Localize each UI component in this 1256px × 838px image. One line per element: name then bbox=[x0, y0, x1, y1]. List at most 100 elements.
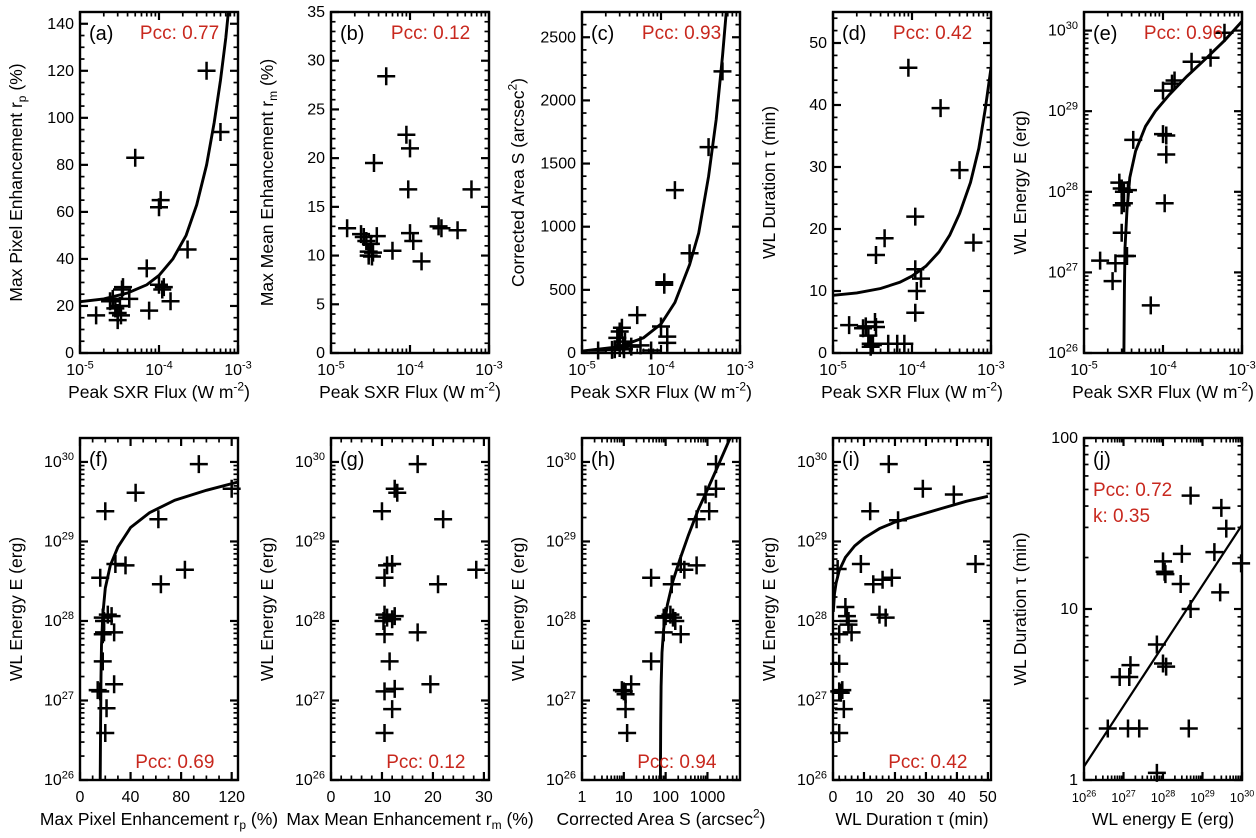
pcc-annotation: Pcc: 0.77 bbox=[140, 23, 219, 44]
axis-ticks bbox=[329, 10, 491, 355]
x-tick-label: 10-3 bbox=[475, 359, 503, 379]
y-tick-label: 40 bbox=[809, 97, 827, 114]
pcc-annotation: Pcc: 0.93 bbox=[642, 23, 721, 44]
data-point bbox=[1154, 654, 1172, 673]
x-tick-label: 10 bbox=[855, 789, 873, 806]
data-point bbox=[1215, 23, 1234, 42]
data-point bbox=[462, 180, 481, 199]
data-point bbox=[1163, 74, 1182, 93]
y-tick-label: 35 bbox=[307, 4, 325, 21]
panel-label: (f) bbox=[89, 449, 108, 471]
x-tick-label: 10-3 bbox=[1228, 359, 1256, 379]
y-tick-label: 1 bbox=[1069, 772, 1078, 789]
data-point bbox=[91, 568, 110, 587]
data-point bbox=[1182, 52, 1201, 71]
data-point bbox=[105, 675, 124, 694]
data-point bbox=[658, 333, 677, 352]
data-point bbox=[654, 623, 673, 642]
y-axis-title: WL Energy E (erg) bbox=[1010, 110, 1030, 254]
data-points bbox=[87, 61, 230, 330]
fit-curve bbox=[80, 12, 230, 304]
data-point bbox=[840, 316, 859, 335]
data-point bbox=[828, 560, 847, 579]
data-point bbox=[652, 317, 670, 336]
y-tick-label: 20 bbox=[809, 221, 827, 238]
plot-f: 0 40 80 120 1026 1027 1028 1029 1030 Max Pixel En… bbox=[6, 436, 278, 832]
y-tick-label: 15 bbox=[307, 199, 325, 216]
x-tick-label: 1027 bbox=[1111, 789, 1135, 805]
data-point bbox=[944, 485, 963, 504]
y-tick-label: 1029 bbox=[546, 531, 576, 551]
y-tick-label: 1026 bbox=[44, 769, 74, 789]
pcc-annotation: Pcc: 0.72 bbox=[1093, 480, 1172, 501]
data-point bbox=[383, 241, 402, 260]
data-point bbox=[1112, 196, 1131, 215]
y-tick-label: 1027 bbox=[295, 690, 325, 710]
data-point bbox=[1154, 81, 1172, 100]
y-tick-label: 1030 bbox=[546, 451, 576, 471]
data-point bbox=[1098, 719, 1117, 738]
data-points bbox=[840, 58, 983, 356]
data-point bbox=[642, 652, 661, 671]
data-point bbox=[401, 139, 419, 158]
y-tick-label: 50 bbox=[809, 35, 827, 52]
data-point bbox=[87, 306, 106, 325]
data-point bbox=[197, 61, 216, 80]
pcc-annotation: Pcc: 0.42 bbox=[888, 752, 967, 773]
data-point bbox=[851, 555, 870, 574]
data-point bbox=[154, 278, 173, 297]
data-point bbox=[1205, 543, 1224, 562]
data-point bbox=[140, 301, 159, 320]
axis-box bbox=[329, 10, 491, 355]
plot-c: 10-5 10-4 10-3 0 500 1000 1500 2000 2500 Peak SXR… bbox=[506, 10, 754, 402]
y-tick-label: 30 bbox=[809, 159, 827, 176]
data-point bbox=[338, 219, 357, 238]
data-point bbox=[385, 679, 404, 698]
data-point bbox=[1117, 246, 1136, 265]
y-tick-label: 1026 bbox=[546, 769, 576, 789]
data-point bbox=[680, 244, 699, 263]
x-tick-label: 20 bbox=[886, 789, 904, 806]
data-point bbox=[859, 326, 878, 345]
axis-box bbox=[329, 436, 491, 782]
data-point bbox=[700, 502, 719, 521]
x-tick-label: 10-4 bbox=[396, 359, 424, 379]
data-point bbox=[837, 607, 856, 626]
y-tick-label: 1027 bbox=[546, 690, 576, 710]
y-tick-label: 1026 bbox=[295, 769, 325, 789]
x-tick-label: 10-4 bbox=[647, 359, 675, 379]
fit-curve bbox=[833, 67, 991, 297]
x-tick-label: 1000 bbox=[690, 789, 726, 806]
data-point bbox=[385, 607, 404, 626]
y-tick-label: 5 bbox=[316, 296, 325, 313]
y-tick-label: 1028 bbox=[1048, 181, 1078, 201]
x-tick-label: 0 bbox=[76, 789, 85, 806]
data-point bbox=[665, 181, 684, 200]
data-point bbox=[1157, 657, 1176, 676]
data-point bbox=[610, 322, 629, 341]
data-point bbox=[189, 455, 208, 474]
data-point bbox=[618, 724, 637, 743]
data-points bbox=[372, 455, 486, 743]
data-point bbox=[907, 282, 926, 300]
panel-label: (c) bbox=[591, 23, 614, 45]
data-point bbox=[151, 191, 170, 210]
pcc-annotation: Pcc: 0.94 bbox=[637, 752, 717, 773]
y-tick-label: 40 bbox=[56, 251, 74, 268]
data-point bbox=[616, 700, 635, 719]
y-tick-label: 0 bbox=[65, 345, 74, 362]
panel-a: 10-5 10-4 10-3 0 20 40 60 80 100 120 140 Peak SXR F… bbox=[0, 0, 252, 420]
y-tick-label: 60 bbox=[56, 204, 74, 221]
data-point bbox=[675, 560, 694, 579]
data-point bbox=[97, 699, 116, 718]
x-axis-title: Peak SXR Flux (W m-2) bbox=[68, 380, 250, 402]
data-point bbox=[367, 227, 386, 246]
x-tick-label: 10-5 bbox=[568, 359, 596, 379]
pcc-annotation: Pcc: 0.12 bbox=[391, 23, 470, 44]
y-tick-label: 0 bbox=[567, 345, 576, 362]
x-tick-label: 30 bbox=[917, 789, 935, 806]
data-point bbox=[175, 560, 194, 579]
data-point bbox=[912, 269, 931, 288]
panel-label: (a) bbox=[89, 23, 113, 45]
panel-g: 0 10 20 30 1026 1027 1028 1029 1030 Max Mean Enha… bbox=[251, 420, 534, 838]
